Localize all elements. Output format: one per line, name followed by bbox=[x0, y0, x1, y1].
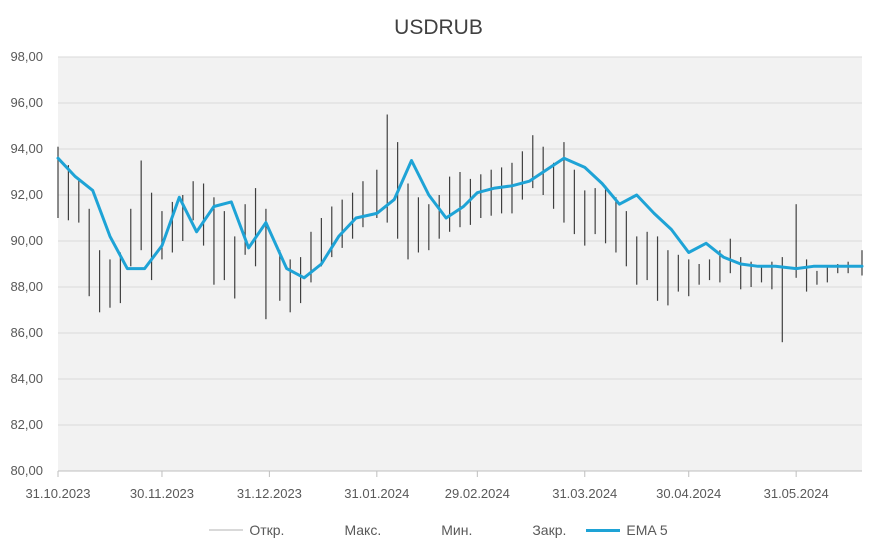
x-tick-label: 31.03.2024 bbox=[552, 486, 617, 501]
legend-swatch-close bbox=[492, 529, 526, 531]
y-tick-label: 86,00 bbox=[10, 325, 43, 340]
legend-label-open: Откр. bbox=[249, 522, 285, 538]
legend-label-close: Закр. bbox=[532, 522, 567, 538]
x-tick-label: 30.11.2023 bbox=[130, 486, 194, 501]
legend-swatch-ema bbox=[586, 528, 621, 532]
y-tick-label: 94,00 bbox=[10, 141, 43, 156]
chart-title: USDRUB bbox=[394, 16, 483, 39]
x-tick-label: 31.10.2023 bbox=[25, 486, 90, 501]
y-tick-label: 82,00 bbox=[10, 417, 43, 432]
legend-swatch-low bbox=[401, 529, 435, 531]
x-tick-label: 31.01.2024 bbox=[344, 486, 409, 501]
legend-item-open: Откр. bbox=[209, 522, 284, 538]
x-tick-label: 31.12.2023 bbox=[237, 486, 302, 501]
y-tick-label: 92,00 bbox=[10, 187, 43, 202]
legend-label-low: Мин. bbox=[441, 522, 473, 538]
y-tick-label: 98,00 bbox=[10, 49, 43, 64]
y-tick-label: 80,00 bbox=[10, 463, 43, 478]
y-tick-label: 84,00 bbox=[10, 371, 43, 386]
legend: Откр. Макс. Мин. Закр. EMA 5 bbox=[0, 522, 877, 538]
x-tick-label: 31.05.2024 bbox=[764, 486, 829, 501]
legend-item-high: Макс. bbox=[304, 522, 381, 538]
legend-swatch-open bbox=[209, 529, 244, 531]
legend-item-low: Мин. bbox=[401, 522, 472, 538]
legend-item-close: Закр. bbox=[492, 522, 566, 538]
x-tick-label: 29.02.2024 bbox=[445, 486, 510, 501]
legend-swatch-high bbox=[304, 529, 338, 531]
y-tick-label: 90,00 bbox=[10, 233, 43, 248]
legend-item-ema: EMA 5 bbox=[586, 522, 668, 538]
y-tick-label: 88,00 bbox=[10, 279, 43, 294]
plot-background bbox=[58, 57, 862, 471]
legend-label-ema: EMA 5 bbox=[626, 522, 668, 538]
ema-line bbox=[56, 156, 864, 280]
legend-label-high: Макс. bbox=[344, 522, 382, 538]
x-tick-label: 30.04.2024 bbox=[656, 486, 721, 501]
y-tick-label: 96,00 bbox=[10, 95, 43, 110]
